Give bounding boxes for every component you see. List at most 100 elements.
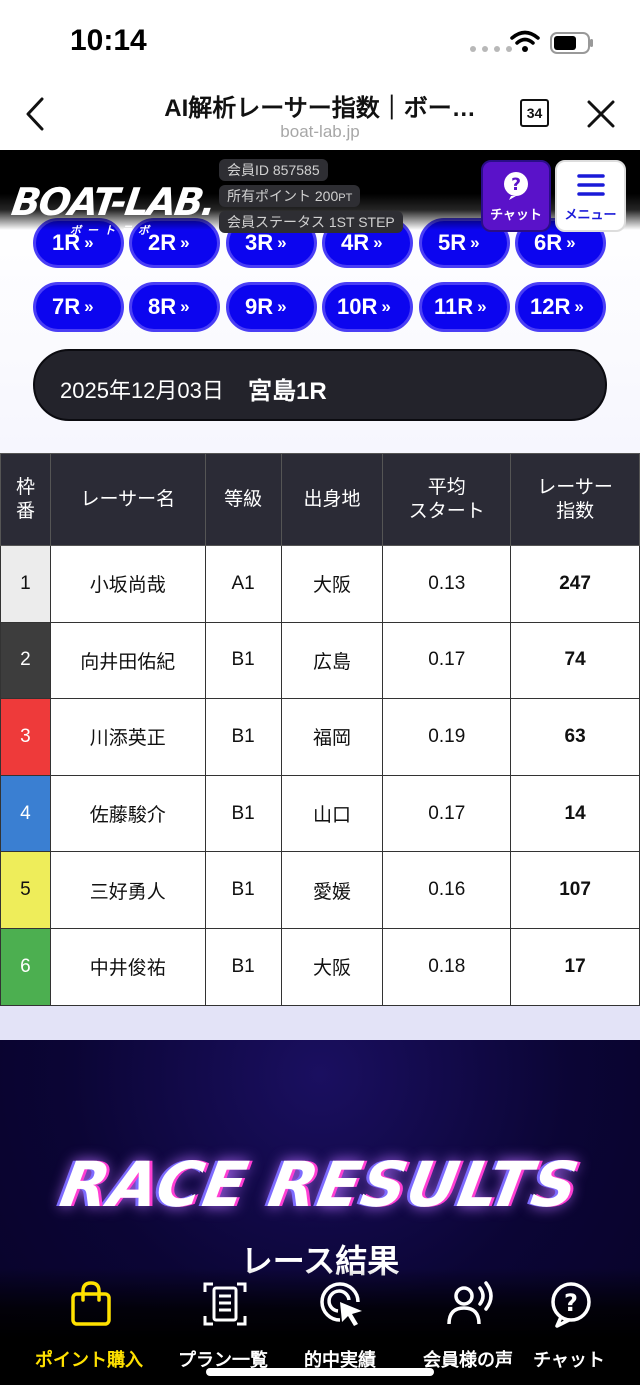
- racer-name: 向井田佑紀: [49, 621, 206, 700]
- browser-header: AI解析レーサー指数｜ボー… boat-lab.jp 34: [0, 80, 640, 150]
- wifi-icon: [510, 30, 540, 52]
- race-button-7r[interactable]: 7R»: [33, 282, 124, 332]
- nav-chat[interactable]: ? チャット: [505, 1268, 633, 1385]
- race-label: 11R: [434, 294, 474, 319]
- racer-origin: 大阪: [280, 927, 384, 1006]
- race-button-8r[interactable]: 8R»: [129, 282, 220, 332]
- nav-hit-results[interactable]: 的中実績: [276, 1268, 404, 1385]
- race-label: 9R: [245, 294, 274, 319]
- site-logo[interactable]: BOAT-LAB.: [8, 180, 218, 224]
- race-results-title: RACE RESULTS: [55, 1148, 585, 1221]
- table-row: 4 佐藤駿介 B1 山口 0.17 14: [0, 774, 640, 853]
- racer-index: 74: [510, 621, 640, 700]
- double-chevron-icon: »: [84, 297, 94, 316]
- header-racer-index-label: レーサー 指数: [537, 476, 613, 522]
- svg-text:?: ?: [511, 175, 521, 195]
- double-chevron-icon: »: [470, 233, 480, 252]
- tabs-button[interactable]: 34: [520, 99, 549, 127]
- member-status: 会員ステータス 1ST STEP: [219, 211, 403, 233]
- racer-grade: B1: [204, 927, 282, 1006]
- race-button-11r[interactable]: 11R»: [419, 282, 510, 332]
- frame-number: 1: [0, 545, 51, 623]
- racer-grade: B1: [204, 698, 282, 776]
- frame-number: 4: [0, 774, 51, 853]
- racer-name: 三好勇人: [49, 851, 206, 929]
- member-points-value: 所有ポイント 200: [227, 188, 339, 204]
- bottom-nav: ポイント購入 プラン一覧 的中実績 会員様の声 ? チャット: [0, 1268, 640, 1385]
- member-points-unit: PT: [338, 192, 353, 204]
- race-label: 10R: [337, 294, 378, 319]
- racer-grade: B1: [204, 851, 282, 929]
- frame-number: 5: [0, 851, 51, 929]
- racer-name: 小坂尚哉: [49, 545, 206, 623]
- nav-label: 的中実績: [304, 1350, 376, 1370]
- race-label: 12R: [530, 294, 571, 319]
- table-row: 3 川添英正 B1 福岡 0.19 63: [0, 698, 640, 776]
- speaking-person-icon: [447, 1281, 493, 1325]
- document-icon: [203, 1282, 247, 1326]
- help-chat-icon: ?: [504, 172, 528, 200]
- double-chevron-icon: »: [277, 233, 287, 252]
- race-selector: 1R» 2R» 3R» 4R» 5R» 6R» 7R» 8R» 9R» 10R»…: [0, 215, 640, 455]
- nav-label: チャット: [533, 1350, 605, 1370]
- site-logo-subtitle: ボートラボ: [70, 225, 155, 237]
- race-button-9r[interactable]: 9R»: [226, 282, 317, 332]
- table-row: 6 中井俊祐 B1 大阪 0.18 17: [0, 927, 640, 1006]
- page-title: AI解析レーサー指数｜ボー…: [164, 95, 476, 122]
- cellular-icon: [470, 46, 512, 52]
- frame-number: 6: [0, 927, 51, 1006]
- close-button[interactable]: [585, 98, 617, 130]
- race-label: 1R: [52, 230, 81, 255]
- header-grade: 等級: [204, 453, 282, 546]
- hamburger-menu-icon: [576, 174, 605, 196]
- shopping-bag-icon: [71, 1281, 111, 1326]
- member-points: 所有ポイント 200PT: [219, 185, 361, 207]
- header-frame: 枠 番: [0, 453, 51, 546]
- double-chevron-icon: »: [180, 233, 190, 252]
- page-url: boat-lab.jp: [280, 122, 360, 141]
- double-chevron-icon: »: [381, 297, 391, 316]
- nav-point-purchase[interactable]: ポイント購入: [25, 1268, 153, 1385]
- race-label: 7R: [52, 294, 81, 319]
- help-chat-icon: ?: [551, 1282, 591, 1328]
- status-time: 10:14: [70, 24, 147, 57]
- battery-icon: [550, 32, 593, 54]
- menu-header-button[interactable]: メニュー: [555, 160, 626, 232]
- double-chevron-icon: »: [277, 297, 287, 316]
- target-cursor-icon: [320, 1282, 362, 1326]
- race-info-bar: 2025年12月03日 宮島1R: [33, 349, 607, 421]
- race-date: 2025年12月03日: [60, 378, 224, 403]
- racer-index: 107: [510, 851, 640, 929]
- nav-plan-list[interactable]: プラン一覧: [159, 1268, 287, 1385]
- racer-grade: A1: [204, 545, 282, 623]
- racer-avg-start: 0.16: [382, 851, 512, 929]
- nav-label: プラン一覧: [178, 1350, 268, 1370]
- frame-number: 2: [0, 621, 51, 700]
- chat-header-label: チャット: [490, 207, 542, 222]
- member-id: 会員ID 857585: [219, 159, 328, 181]
- racer-name: 中井俊祐: [49, 927, 206, 1006]
- chat-header-button[interactable]: ? チャット: [481, 160, 551, 232]
- nav-member-voices[interactable]: 会員様の声: [404, 1268, 532, 1385]
- header-grade-label: 等級: [224, 488, 263, 510]
- racer-index: 247: [510, 545, 640, 623]
- racer-grade: B1: [204, 774, 282, 853]
- racer-name: 川添英正: [49, 698, 206, 776]
- racer-table: 枠 番 レーサー名 等級 出身地 平均 スタート レーサー 指数 1 小坂尚哉 A1…: [0, 453, 640, 1006]
- frame-number: 3: [0, 698, 51, 776]
- racer-avg-start: 0.13: [382, 545, 512, 623]
- race-button-12r[interactable]: 12R»: [515, 282, 606, 332]
- racer-origin: 福岡: [280, 698, 384, 776]
- racer-origin: 愛媛: [280, 851, 384, 929]
- race-button-10r[interactable]: 10R»: [322, 282, 413, 332]
- racer-index: 63: [510, 698, 640, 776]
- back-button[interactable]: [18, 94, 54, 134]
- table-row: 2 向井田佑紀 B1 広島 0.17 74: [0, 621, 640, 700]
- svg-text:?: ?: [564, 1289, 578, 1317]
- racer-avg-start: 0.18: [382, 927, 512, 1006]
- racer-origin: 山口: [280, 774, 384, 853]
- table-row: 1 小坂尚哉 A1 大阪 0.13 247: [0, 545, 640, 623]
- racer-origin: 広島: [280, 621, 384, 700]
- header-racer-index: レーサー 指数: [510, 453, 640, 546]
- double-chevron-icon: »: [574, 297, 584, 316]
